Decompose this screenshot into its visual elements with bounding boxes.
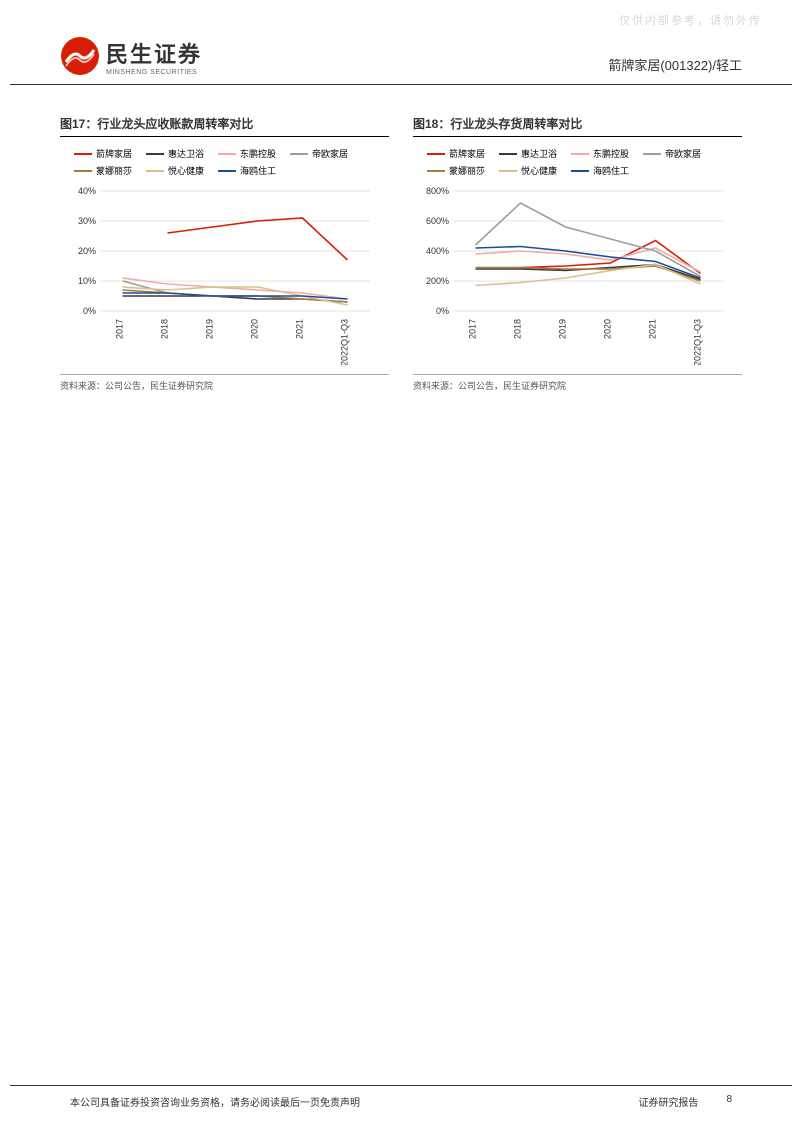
legend-item: 帝欧家居 [643,147,701,160]
chart-title: 图18：行业龙头存货周转率对比 [413,115,742,137]
legend-item: 蒙娜丽莎 [74,164,132,177]
svg-text:0%: 0% [83,306,96,316]
logo-block: 民生证券 MINSHENG SECURITIES [60,36,202,76]
svg-text:400%: 400% [426,246,449,256]
svg-text:200%: 200% [426,276,449,286]
watermark-text: 仅供内部参考，请勿外传 [619,12,762,28]
svg-text:2019: 2019 [558,319,568,339]
chart-block-18: 图18：行业龙头存货周转率对比 箭牌家居 惠达卫浴 东鹏控股 帝欧家居蒙娜丽莎 悦心健康… [413,115,742,392]
svg-text:2020: 2020 [603,319,613,339]
svg-text:20%: 20% [78,246,96,256]
legend-item: 惠达卫浴 [499,147,557,160]
legend-item: 箭牌家居 [427,147,485,160]
svg-text:2022Q1-Q3: 2022Q1-Q3 [693,319,703,365]
svg-text:2021: 2021 [295,319,305,339]
legend-label: 惠达卫浴 [168,147,204,160]
svg-text:0%: 0% [436,306,449,316]
chart-title: 图17：行业龙头应收账款周转率对比 [60,115,389,137]
svg-text:2018: 2018 [160,319,170,339]
breadcrumb: 箭牌家居(001322)/轻工 [608,55,742,76]
svg-text:2018: 2018 [513,319,523,339]
legend-label: 悦心健康 [521,164,557,177]
page-footer: 本公司具备证券投资咨询业务资格，请务必阅读最后一页免责声明 证券研究报告 8 [10,1085,792,1109]
legend-item: 海鸥住工 [571,164,629,177]
chart-legend: 箭牌家居 惠达卫浴 东鹏控股 帝欧家居蒙娜丽莎 悦心健康 海鸥住工 [413,143,742,185]
line-chart-18: 0% 200% 400% 600% 800% 2017 2018 2019 2020 2021 20… [413,185,733,365]
legend-item: 海鸥住工 [218,164,276,177]
legend-item: 悦心健康 [499,164,557,177]
legend-label: 箭牌家居 [96,147,132,160]
footer-disclaimer: 本公司具备证券投资咨询业务资格，请务必阅读最后一页免责声明 [70,1094,360,1109]
svg-text:2017: 2017 [115,319,125,339]
legend-item: 帝欧家居 [290,147,348,160]
legend-item: 悦心健康 [146,164,204,177]
legend-label: 东鹏控股 [240,147,276,160]
legend-label: 海鸥住工 [593,164,629,177]
legend-label: 帝欧家居 [665,147,701,160]
chart-source: 资料来源：公司公告，民生证券研究院 [413,379,742,392]
svg-text:600%: 600% [426,216,449,226]
svg-text:2021: 2021 [648,319,658,339]
logo-en-text: MINSHENG SECURITIES [106,69,202,76]
legend-label: 东鹏控股 [593,147,629,160]
legend-label: 帝欧家居 [312,147,348,160]
svg-text:2022Q1-Q3: 2022Q1-Q3 [340,319,350,365]
legend-item: 东鹏控股 [218,147,276,160]
svg-text:2020: 2020 [250,319,260,339]
legend-label: 蒙娜丽莎 [96,164,132,177]
legend-item: 蒙娜丽莎 [427,164,485,177]
footer-report-label: 证券研究报告 [638,1094,698,1109]
legend-label: 悦心健康 [168,164,204,177]
logo-icon [60,36,100,76]
svg-text:2017: 2017 [468,319,478,339]
legend-item: 箭牌家居 [74,147,132,160]
svg-text:40%: 40% [78,186,96,196]
svg-text:800%: 800% [426,186,449,196]
legend-item: 惠达卫浴 [146,147,204,160]
svg-text:2019: 2019 [205,319,215,339]
svg-text:10%: 10% [78,276,96,286]
line-chart-17: 0% 10% 20% 30% 40% 2017 2018 2019 2020 2021 2022Q1… [60,185,380,365]
logo-cn-text: 民生证券 [106,37,202,69]
legend-label: 蒙娜丽莎 [449,164,485,177]
page-number: 8 [726,1094,732,1109]
chart-legend: 箭牌家居 惠达卫浴 东鹏控股 帝欧家居蒙娜丽莎 悦心健康 海鸥住工 [60,143,389,185]
svg-text:30%: 30% [78,216,96,226]
chart-source: 资料来源：公司公告，民生证券研究院 [60,379,389,392]
legend-item: 东鹏控股 [571,147,629,160]
legend-label: 箭牌家居 [449,147,485,160]
content-area: 图17：行业龙头应收账款周转率对比 箭牌家居 惠达卫浴 东鹏控股 帝欧家居蒙娜丽莎 悦心… [0,85,802,392]
legend-label: 惠达卫浴 [521,147,557,160]
chart-block-17: 图17：行业龙头应收账款周转率对比 箭牌家居 惠达卫浴 东鹏控股 帝欧家居蒙娜丽莎 悦心… [60,115,389,392]
legend-label: 海鸥住工 [240,164,276,177]
